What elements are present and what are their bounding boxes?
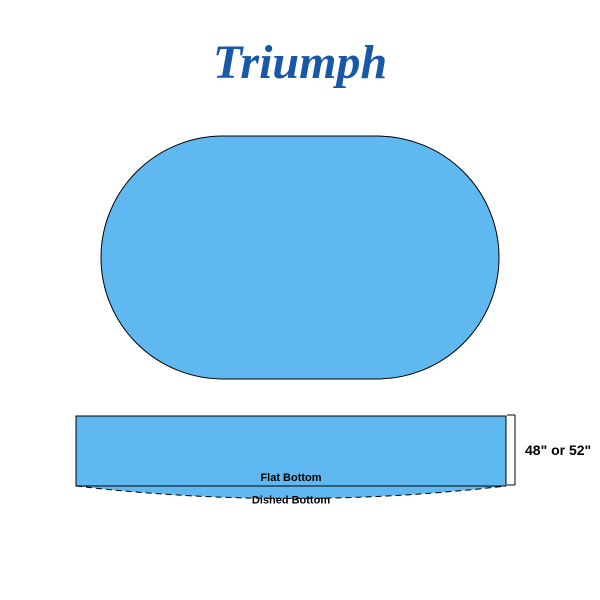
flat-bottom-label: Flat Bottom bbox=[260, 472, 321, 484]
pool-side-view: Flat Bottom Dished Bottom bbox=[75, 415, 520, 535]
pool-top-view bbox=[100, 135, 500, 380]
dished-bottom-label: Dished Bottom bbox=[252, 495, 330, 507]
dimension-text: 48" or 52" bbox=[525, 442, 591, 458]
oval-shape bbox=[101, 136, 499, 379]
product-title: Triumph bbox=[213, 35, 387, 90]
